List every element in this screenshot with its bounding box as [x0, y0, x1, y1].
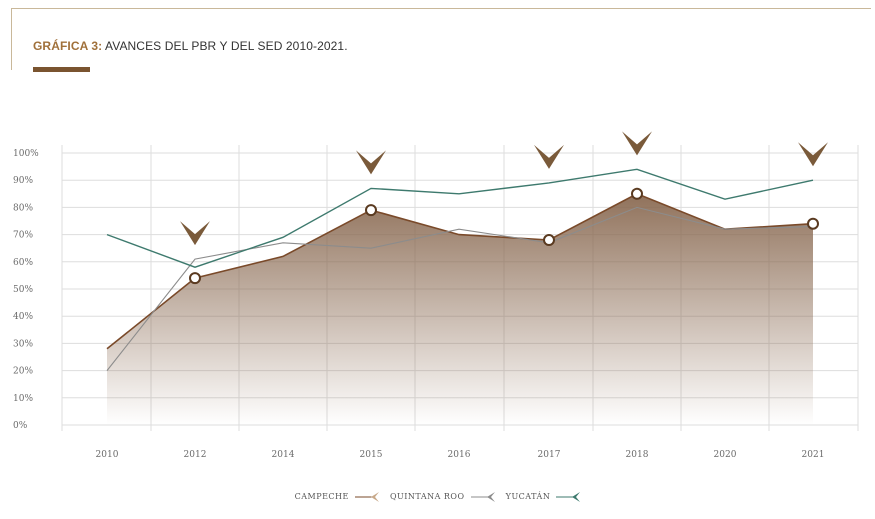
legend-label-yucatan: YUCATÁN [505, 492, 551, 501]
y-tick-label: 70% [13, 231, 33, 241]
point-marker [631, 187, 643, 200]
legend-item-yucatan: YUCATÁN [506, 492, 581, 502]
chevron-down-icon [180, 221, 210, 246]
arrow-markers [180, 131, 828, 246]
y-tick-label: 10% [13, 394, 33, 404]
legend-swatch-yucatan [556, 492, 581, 502]
y-tick-label: 80% [13, 203, 33, 213]
chevron-down-icon [622, 131, 652, 156]
y-tick-label: 90% [13, 176, 33, 186]
legend-label-quintana-roo: QUINTANA ROO [389, 492, 465, 501]
x-tick-label: 2015 [360, 450, 383, 460]
y-tick-label: 50% [13, 285, 33, 295]
x-tick-label: 2012 [184, 450, 207, 460]
x-tick-label: 2021 [802, 450, 825, 460]
y-tick-label: 60% [13, 258, 33, 268]
series-line-quintana-roo [106, 206, 814, 371]
y-tick-label: 20% [13, 367, 33, 377]
series-line-campeche [106, 192, 814, 350]
x-tick-label: 2016 [448, 450, 471, 460]
legend-item-campeche: CAMPECHE [295, 492, 379, 502]
chart-title-label: GRÁFICA 3: [33, 39, 103, 53]
legend-item-quintana-roo: QUINTANA ROO [390, 492, 495, 502]
x-tick-label: 2018 [626, 450, 649, 460]
y-tick-label: 30% [13, 339, 33, 349]
x-tick-label: 2010 [96, 450, 119, 460]
legend-label-campeche: CAMPECHE [294, 492, 349, 501]
chart-title-text: AVANCES DEL PBR Y DEL SED 2010-2021. [105, 39, 348, 53]
chart-legend: CAMPECHE QUINTANA ROO YUCATÁN [0, 492, 875, 502]
legend-swatch-quintana-roo [470, 492, 495, 502]
y-tick-labels: 0% 10% 20% 30% 40% 50% 60% 70% 80% 90% 100% [13, 149, 39, 431]
legend-swatch-campeche [354, 492, 379, 502]
series-line-yucat-n [106, 168, 814, 268]
chevron-down-icon [534, 144, 564, 169]
x-tick-label: 2020 [714, 450, 737, 460]
point-marker [543, 234, 555, 247]
title-accent-bar [33, 67, 90, 72]
x-tick-labels: 2010 2012 2014 2015 2016 2017 2018 2020 2021 [96, 450, 825, 460]
series-lines [106, 168, 814, 371]
x-tick-label: 2017 [538, 450, 561, 460]
header-frame-top [11, 8, 871, 9]
point-marker [807, 217, 819, 230]
header-frame-left [11, 8, 12, 70]
y-tick-label: 100% [13, 149, 39, 159]
chevron-down-icon [356, 150, 386, 175]
point-markers [189, 187, 819, 285]
chevron-down-icon [798, 142, 828, 167]
x-tick-label: 2014 [272, 450, 295, 460]
point-marker [365, 204, 377, 217]
campeche-area [107, 193, 813, 425]
chart-title: GRÁFICA 3: AVANCES DEL PBR Y DEL SED 201… [33, 39, 348, 53]
y-tick-label: 40% [13, 312, 33, 322]
y-tick-label: 0% [13, 421, 28, 431]
area-layer [107, 193, 813, 425]
point-marker [189, 272, 201, 285]
